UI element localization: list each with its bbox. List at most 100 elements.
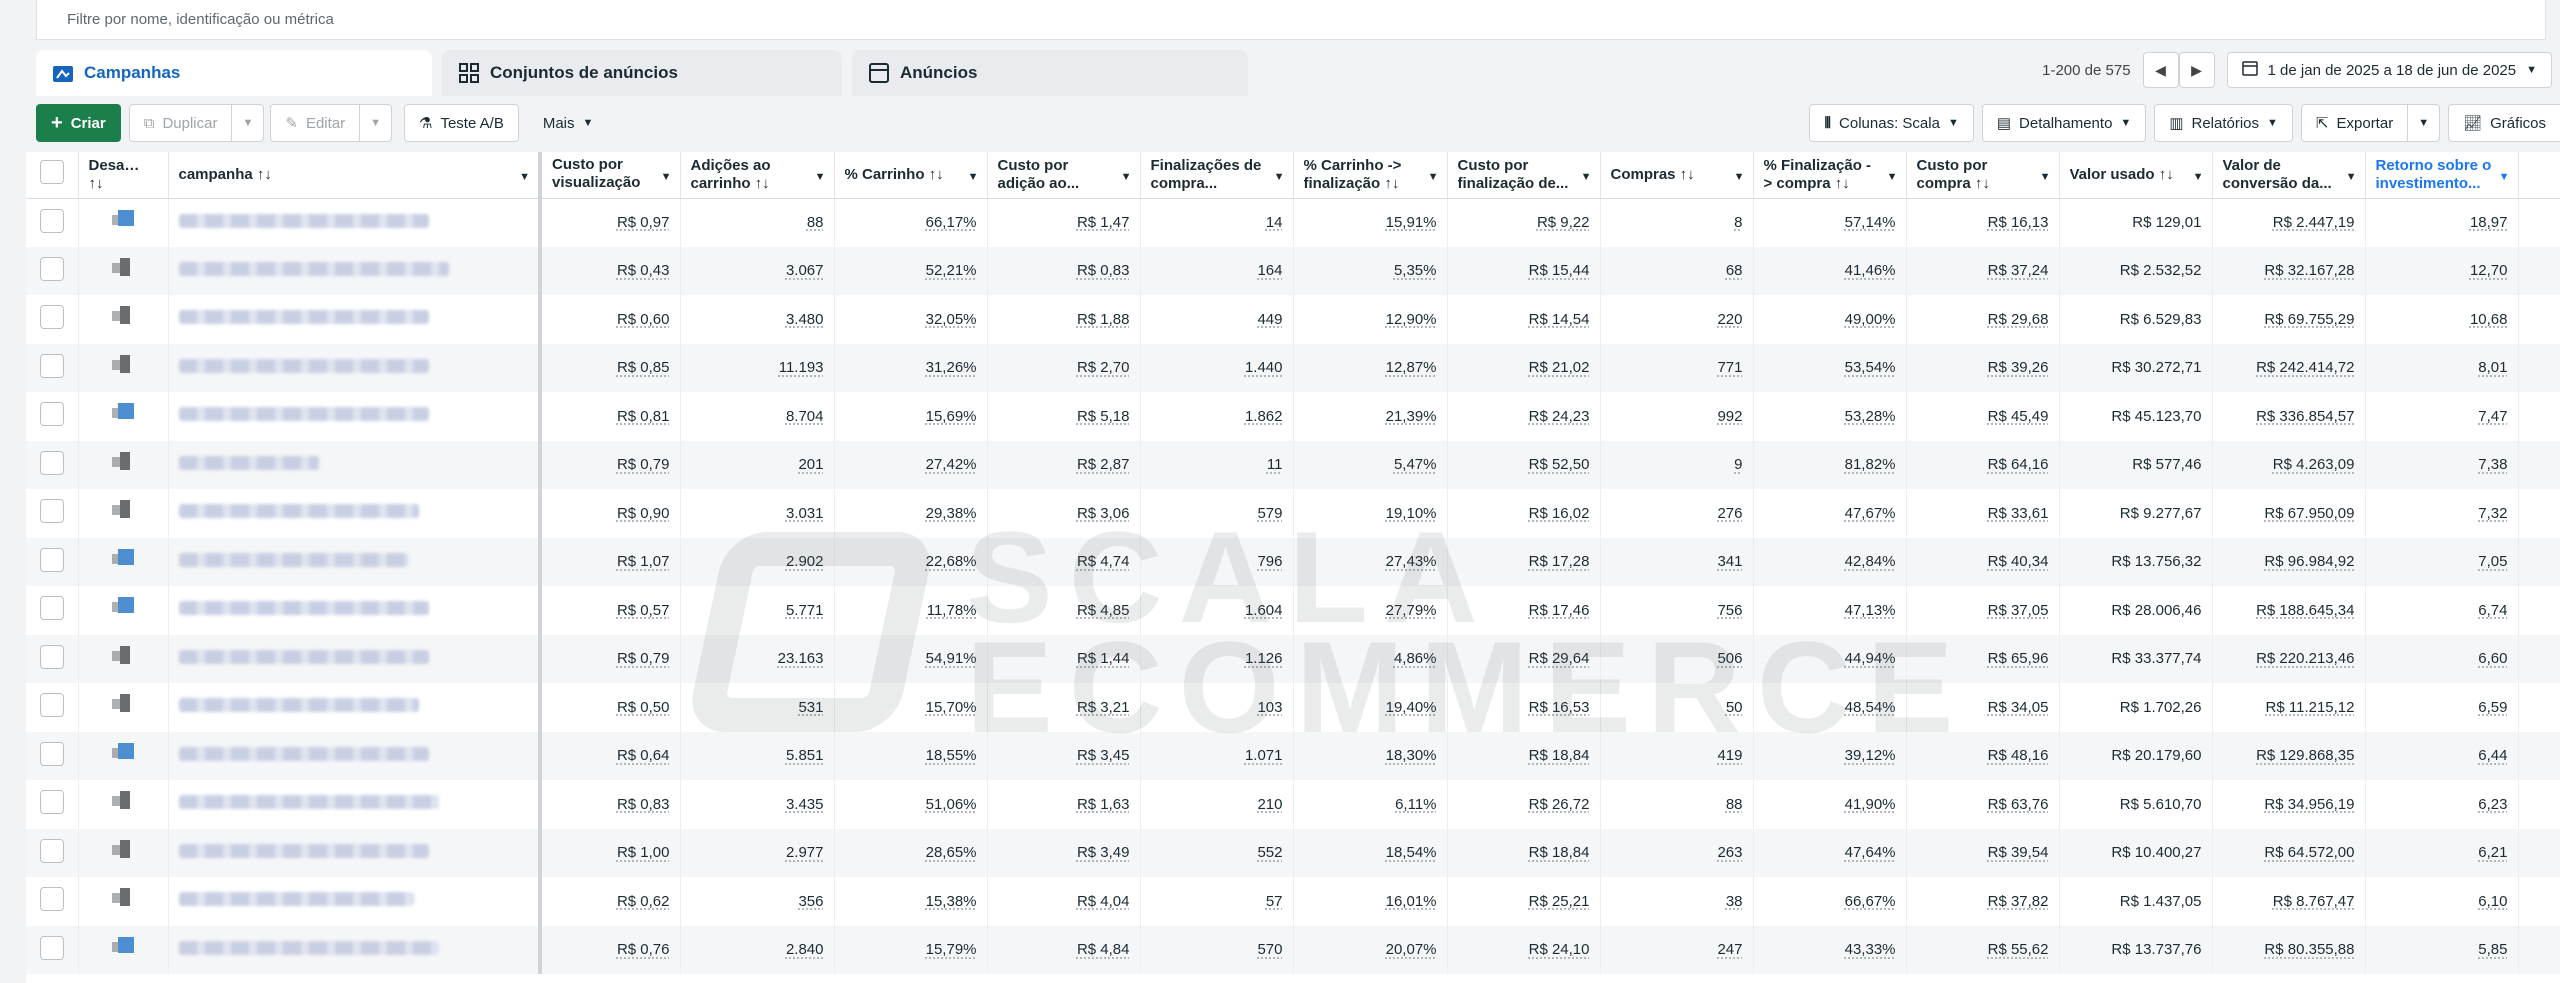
campaign-name-cell[interactable] [168, 683, 542, 732]
checkbox[interactable] [39, 305, 64, 330]
row-checkbox-cell[interactable] [26, 780, 79, 829]
conversion-value-column-header[interactable]: Valor de conversão da... ▼ [2212, 152, 2366, 199]
status-cell[interactable] [78, 392, 169, 441]
status-cell[interactable] [78, 343, 169, 392]
chevron-down-icon[interactable]: ▼ [1273, 171, 1285, 183]
edit-dropdown-button[interactable]: ▼ [360, 104, 393, 142]
status-cell[interactable] [78, 537, 169, 586]
duplicate-dropdown-button[interactable]: ▼ [232, 104, 265, 142]
checkout-to-purchase-column-header[interactable]: % Finalização -> compra ↑↓ ▼ [1753, 152, 1907, 199]
row-checkbox-cell[interactable] [26, 586, 79, 635]
status-column-header[interactable]: Desati... ↑↓ [78, 152, 169, 199]
chevron-down-icon[interactable]: ▼ [1886, 171, 1898, 183]
table-row[interactable]: R$ 0,60 3.480 32,05% R$ 1,88 449 12,90% R$ 14,… [26, 295, 2560, 344]
checkbox[interactable] [39, 208, 64, 233]
checkbox[interactable] [39, 499, 64, 524]
chevron-down-icon[interactable]: ▼ [814, 171, 826, 183]
row-checkbox-cell[interactable] [26, 634, 79, 683]
breakdown-button[interactable]: ▤ Detalhamento ▼ [1981, 104, 2147, 142]
campaign-name-cell[interactable] [168, 925, 542, 974]
row-checkbox-cell[interactable] [26, 343, 79, 392]
cost-per-add-to-cart-column-header[interactable]: Custo por adição ao... ▼ [987, 152, 1141, 199]
status-cell[interactable] [78, 634, 169, 683]
table-row[interactable]: R$ 0,57 5.771 11,78% R$ 4,85 1.604 27,79% R$ 1… [26, 586, 2560, 635]
campaign-name-cell[interactable] [168, 392, 542, 441]
campaign-name-column-header[interactable]: campanha ↑↓ ▼ [168, 152, 542, 199]
campaign-name-cell[interactable] [168, 586, 542, 635]
columns-button[interactable]: ⦀ Colunas: Scala ▼ [1809, 104, 1974, 142]
chevron-down-icon[interactable]: ▼ [519, 171, 530, 183]
table-row[interactable]: R$ 0,90 3.031 29,38% R$ 3,06 579 19,10% R$ 16,… [26, 489, 2560, 538]
date-range-picker[interactable]: 1 de jan de 2025 a 18 de jun de 2025 ▼ [2226, 52, 2552, 88]
table-row[interactable]: R$ 0,43 3.067 52,21% R$ 0,83 164 5,35% R$ 15,4… [26, 246, 2560, 295]
row-checkbox-cell[interactable] [26, 683, 79, 732]
chevron-down-icon[interactable]: ▼ [2498, 171, 2510, 183]
row-checkbox-cell[interactable] [26, 392, 79, 441]
chevron-down-icon[interactable]: ▼ [1580, 171, 1592, 183]
cost-per-view-column-header[interactable]: Custo por visualização d... ▼ [540, 152, 681, 199]
status-cell[interactable] [78, 683, 169, 732]
select-all-checkbox[interactable] [26, 152, 79, 199]
campaign-name-cell[interactable] [168, 198, 542, 247]
table-row[interactable]: R$ 0,85 11.193 31,26% R$ 2,70 1.440 12,87% R$ … [26, 343, 2560, 392]
table-row[interactable]: R$ 0,83 3.435 51,06% R$ 1,63 210 6,11% R$ 26,7… [26, 780, 2560, 829]
status-cell[interactable] [78, 828, 169, 877]
campaign-name-cell[interactable] [168, 877, 542, 926]
cost-per-purchase-column-header[interactable]: Custo por compra ↑↓ ▼ [1906, 152, 2060, 199]
chevron-down-icon[interactable]: ▼ [967, 171, 979, 183]
checkbox[interactable] [39, 353, 64, 378]
cart-to-checkout-column-header[interactable]: % Carrinho -> finalização ↑↓ ▼ [1293, 152, 1448, 199]
checkbox[interactable] [39, 402, 64, 427]
search-input[interactable]: Filtre por nome, identificação ou métric… [67, 11, 334, 28]
row-checkbox-cell[interactable] [26, 925, 79, 974]
table-row[interactable]: R$ 0,50 531 15,70% R$ 3,21 103 19,40% R$ 16,53… [26, 683, 2560, 732]
checkbox[interactable] [39, 887, 64, 912]
table-row[interactable]: R$ 1,07 2.902 22,68% R$ 4,74 796 27,43% R$ 17,… [26, 537, 2560, 586]
duplicate-button[interactable]: ⧉ Duplicar [128, 104, 233, 142]
row-checkbox-cell[interactable] [26, 537, 79, 586]
chevron-down-icon[interactable]: ▼ [1733, 171, 1745, 183]
ab-test-button[interactable]: ⚗ Teste A/B [404, 104, 519, 142]
table-row[interactable]: R$ 0,79 23.163 54,91% R$ 1,44 1.126 4,86% R$ 2… [26, 634, 2560, 683]
table-row[interactable]: R$ 0,79 201 27,42% R$ 2,87 11 5,47% R$ 52,50 9 8… [26, 440, 2560, 489]
campaign-name-cell[interactable] [168, 489, 542, 538]
checkbox[interactable] [39, 450, 64, 475]
campaign-name-cell[interactable] [168, 780, 542, 829]
chevron-down-icon[interactable]: ▼ [2192, 171, 2204, 183]
row-checkbox-cell[interactable] [26, 440, 79, 489]
table-row[interactable]: R$ 1,00 2.977 28,65% R$ 3,49 552 18,54% R$ 18,… [26, 828, 2560, 877]
checkouts-column-header[interactable]: Finalizações de compra... ▼ [1140, 152, 1294, 199]
chevron-down-icon[interactable]: ▼ [2345, 171, 2357, 183]
prev-page-button[interactable]: ◀ [2142, 52, 2179, 88]
export-button[interactable]: ⇱ Exportar [2300, 104, 2409, 142]
checkbox[interactable] [39, 547, 64, 572]
campaign-name-cell[interactable] [168, 440, 542, 489]
checkbox[interactable] [39, 256, 64, 281]
table-row[interactable]: R$ 0,62 356 15,38% R$ 4,04 57 16,01% R$ 25,21 3… [26, 877, 2560, 926]
checkbox[interactable] [39, 596, 64, 621]
row-checkbox-cell[interactable] [26, 877, 79, 926]
tab-ad-sets[interactable]: Conjuntos de anúncios [442, 50, 842, 96]
checkbox[interactable] [39, 741, 64, 766]
checkbox[interactable] [39, 693, 64, 718]
more-button[interactable]: Mais ▼ [529, 104, 608, 142]
create-button[interactable]: + Criar [36, 104, 121, 142]
status-cell[interactable] [78, 440, 169, 489]
next-column-header[interactable] [2518, 152, 2560, 199]
campaign-name-cell[interactable] [168, 828, 542, 877]
export-dropdown-button[interactable]: ▼ [2408, 104, 2441, 142]
chevron-down-icon[interactable]: ▼ [660, 171, 672, 183]
status-cell[interactable] [78, 198, 169, 247]
cost-per-checkout-column-header[interactable]: Custo por finalização de... ▼ [1447, 152, 1601, 199]
row-checkbox-cell[interactable] [26, 489, 79, 538]
row-checkbox-cell[interactable] [26, 828, 79, 877]
campaign-name-cell[interactable] [168, 634, 542, 683]
status-cell[interactable] [78, 489, 169, 538]
checkbox[interactable] [39, 838, 64, 863]
roas-column-header[interactable]: Retorno sobre o investimento... ▼ [2365, 152, 2519, 199]
tab-campaigns[interactable]: Campanhas [36, 50, 432, 96]
search-filter-bar[interactable]: Filtre por nome, identificação ou métric… [36, 0, 2546, 40]
checkbox[interactable] [39, 790, 64, 815]
table-row[interactable]: R$ 0,97 88 66,17% R$ 1,47 14 15,91% R$ 9,22 8 57… [26, 198, 2560, 247]
chevron-down-icon[interactable]: ▼ [1427, 171, 1439, 183]
